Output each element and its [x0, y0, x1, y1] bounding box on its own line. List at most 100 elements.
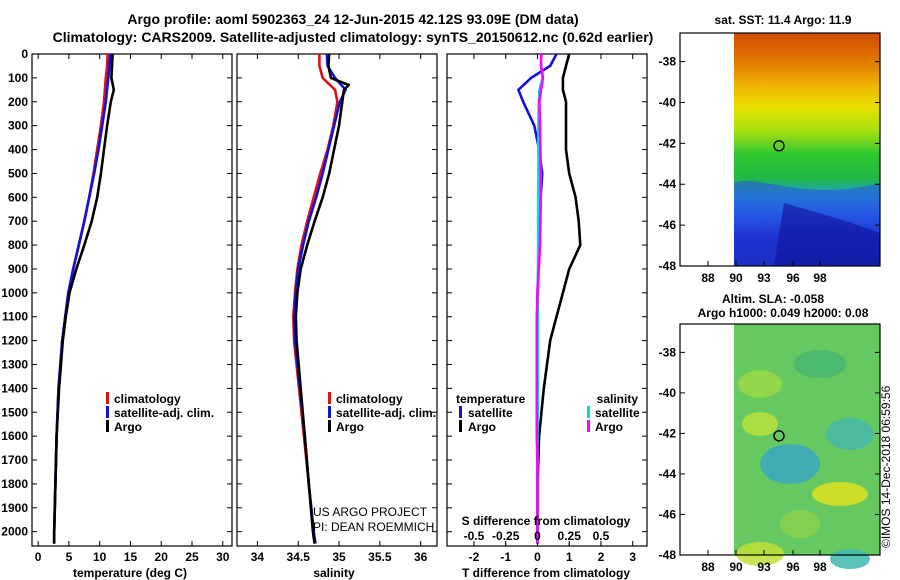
map-y-tick-label: -38: [659, 55, 677, 69]
x-tick-label: 5: [66, 550, 73, 564]
legend-swatch-argo: [328, 420, 331, 432]
salinity-difference-xlabel: S difference from climatology: [462, 514, 631, 528]
plot-frame: [31, 53, 233, 547]
y-tick-label: 1400: [1, 381, 28, 395]
y-tick-label: 200: [8, 95, 28, 109]
sla-anomaly-blob: [812, 482, 868, 506]
x-tick-label: 34: [251, 550, 265, 564]
x-tick-label-salinity: 0.5: [593, 529, 610, 543]
sla-anomaly-blob: [736, 542, 784, 566]
y-tick-label: 1000: [1, 286, 28, 300]
series-s-argo-line: [535, 53, 545, 544]
x-tick-label-salinity: 0.25: [558, 529, 582, 543]
y-tick-label: 1500: [1, 405, 28, 419]
salinity-xlabel: salinity: [313, 566, 355, 580]
x-tick-label: 25: [185, 550, 199, 564]
x-tick-label: -1: [500, 550, 511, 564]
legend-swatch-climatology: [106, 392, 109, 404]
y-tick-label: 2000: [1, 525, 28, 539]
sla-anomaly-blob: [794, 350, 846, 378]
y-tick-label: 0: [21, 47, 28, 61]
legend-climatology: climatology: [114, 392, 181, 406]
sla-anomaly-blob: [780, 510, 820, 538]
legend-climatology: climatology: [336, 392, 403, 406]
x-tick-label: 2: [598, 550, 605, 564]
series-argo-line: [294, 53, 351, 544]
map-y-tick-label: -46: [659, 218, 677, 232]
x-tick-label: -2: [469, 550, 480, 564]
map-y-tick-label: -38: [659, 345, 677, 359]
y-tick-label: 1800: [1, 477, 28, 491]
legend-t-satellite: satellite: [468, 406, 513, 420]
y-tick-label: 400: [8, 143, 28, 157]
legend-t-argo: Argo: [468, 420, 496, 434]
y-tick-label: 1600: [1, 429, 28, 443]
sla-anomaly-blob: [826, 418, 874, 450]
map-y-tick-label: -42: [659, 426, 677, 440]
legend-satellite-adj: satellite-adj. clim.: [336, 406, 436, 420]
series-t-argo-line: [536, 53, 582, 544]
map-y-tick-label: -46: [659, 507, 677, 521]
map-x-tick-label: 93: [757, 271, 771, 285]
sla-anomaly-blob: [742, 412, 778, 436]
map-x-tick-label: 90: [729, 560, 743, 574]
map-x-tick-label: 98: [813, 560, 827, 574]
sla-title-2: Argo h1000: 0.049 h2000: 0.08: [698, 306, 869, 320]
legend-swatch-t-argo: [459, 420, 462, 432]
legend-satellite-adj: satellite-adj. clim.: [114, 406, 214, 420]
map-y-tick-label: -42: [659, 136, 677, 150]
sla-title-1: Altim. SLA: -0.058: [722, 292, 824, 306]
x-tick-label-salinity: -0.25: [492, 529, 520, 543]
sst-deep-cold-region: [774, 203, 880, 266]
legend-swatch-s-argo: [587, 420, 590, 432]
temperature-panel: 0100200300400500600700800900100011001200…: [1, 47, 233, 564]
x-tick-label: 15: [124, 550, 138, 564]
y-tick-label: 1200: [1, 334, 28, 348]
map-y-tick-label: -44: [659, 467, 677, 481]
map-x-tick-label: 98: [813, 271, 827, 285]
x-tick-label: 3: [629, 550, 636, 564]
x-tick-label: 1: [566, 550, 573, 564]
map-y-tick-label: -48: [659, 259, 677, 273]
map-y-tick-label: -40: [659, 95, 677, 109]
temperature-xlabel: temperature (deg C): [73, 566, 187, 580]
legend-swatch-argo: [106, 420, 109, 432]
y-tick-label: 800: [8, 238, 28, 252]
y-tick-label: 1100: [2, 310, 28, 324]
title-line-2: Climatology: CARS2009. Satellite-adjuste…: [53, 29, 654, 45]
legend-temperature-title: temperature: [456, 392, 526, 406]
map-frame: [679, 323, 881, 556]
map-y-tick-label: -44: [659, 177, 677, 191]
x-tick-label: 34.5: [287, 550, 311, 564]
x-tick-label: 20: [155, 550, 169, 564]
y-tick-label: 700: [8, 214, 28, 228]
legend-swatch-satellite: [328, 406, 331, 418]
legend-salinity-title: salinity: [597, 392, 639, 406]
title-line-1: Argo profile: aoml 5902363_24 12-Jun-201…: [127, 11, 578, 27]
legend-s-argo: Argo: [595, 420, 623, 434]
x-tick-label: 0: [35, 550, 42, 564]
map-y-tick-label: -48: [659, 548, 677, 562]
imos-stamp: ©IMOS 14-Dec-2018 06:59:56: [879, 385, 893, 548]
series-satellite-adj-clim-line: [52, 53, 112, 544]
y-tick-label: 100: [8, 71, 28, 85]
legend-swatch-satellite: [106, 406, 109, 418]
x-tick-label: 30: [216, 550, 230, 564]
sla-map: -38 -40 -42 -44 -46 -48 88 90 93 96 98: [659, 323, 881, 574]
map-frame: [679, 32, 881, 267]
legend-swatch-s-satellite: [587, 406, 590, 418]
pi-note: PI: DEAN ROEMMICH: [313, 520, 434, 534]
y-tick-label: 500: [8, 166, 28, 180]
salinity-panel: 34 34.5 35 35.5 36: [236, 53, 438, 564]
legend-argo: Argo: [336, 420, 364, 434]
series-argo-line: [52, 53, 116, 544]
x-tick-label-salinity: -0.5: [464, 529, 485, 543]
difference-xlabel: T difference from climatology: [462, 566, 630, 580]
sla-anomaly-blob: [830, 549, 870, 569]
x-tick-label: 0: [534, 550, 541, 564]
sla-anomaly-blob: [738, 370, 782, 398]
x-tick-label: 35: [332, 550, 346, 564]
map-x-tick-label: 96: [786, 560, 800, 574]
plot-frame: [236, 53, 438, 547]
